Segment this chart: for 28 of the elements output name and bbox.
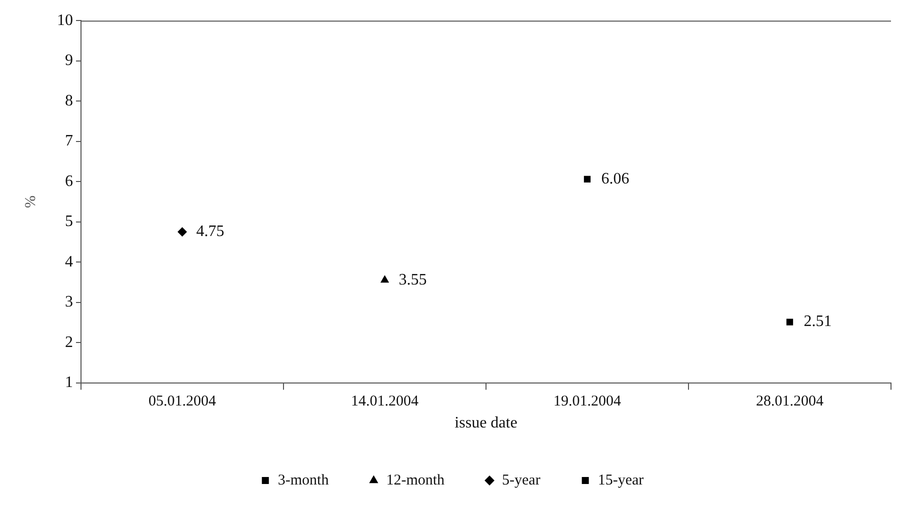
y-tick-label: 5 [65, 213, 73, 230]
data-label: 3.55 [398, 271, 427, 288]
y-tick-label: 4 [65, 253, 73, 270]
x-axis-title: issue date [454, 414, 518, 432]
x-tick-label: 05.01.2004 [148, 394, 216, 410]
legend-label: 15-year [598, 472, 644, 488]
point [380, 276, 389, 283]
legend-label: 12-month [386, 472, 446, 488]
legend-label: 5-year [502, 472, 540, 488]
y-tick-label: 7 [65, 132, 73, 150]
point [178, 227, 187, 236]
x-tick-label: 19.01.2004 [554, 394, 622, 410]
y-tick-label: 2 [65, 334, 73, 351]
y-tick-label: 1 [65, 374, 73, 392]
y-tick-label: 6 [65, 172, 73, 190]
legend-label: 3-month [278, 472, 330, 488]
data-label: 2.51 [804, 313, 832, 330]
y-tick-label: 3 [65, 294, 73, 311]
x-tick-label: 14.01.2004 [351, 394, 419, 410]
y-tick-label: 9 [65, 52, 73, 70]
point [584, 176, 591, 182]
y-tick-label: 8 [65, 92, 73, 110]
x-tick-label: 28.01.2004 [756, 394, 824, 410]
data-label: 4.75 [196, 223, 224, 240]
data-label: 6.06 [601, 170, 630, 188]
point [786, 318, 794, 326]
y-tick-label: 10 [57, 12, 73, 29]
y-axis-title: % [22, 195, 39, 208]
